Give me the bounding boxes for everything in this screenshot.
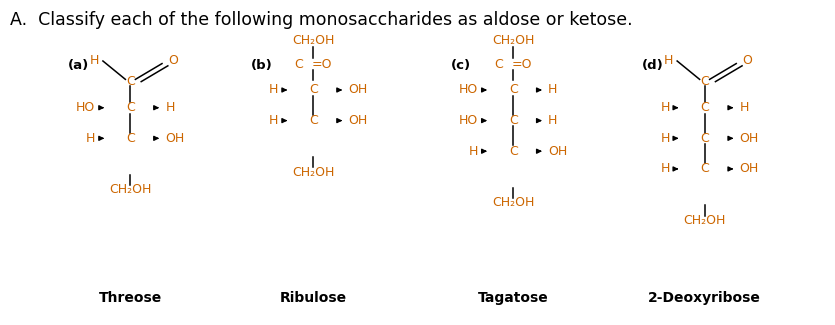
Text: C: C bbox=[509, 114, 518, 127]
Text: H: H bbox=[86, 132, 95, 145]
Text: H: H bbox=[664, 55, 673, 68]
Text: H: H bbox=[548, 114, 558, 127]
Text: O: O bbox=[742, 55, 752, 68]
Text: CH₂OH: CH₂OH bbox=[492, 33, 534, 46]
Text: H: H bbox=[660, 132, 670, 145]
Text: HO: HO bbox=[76, 101, 95, 114]
Text: C: C bbox=[701, 132, 709, 145]
Text: OH: OH bbox=[165, 132, 185, 145]
Text: Ribulose: Ribulose bbox=[280, 291, 347, 305]
Text: =O: =O bbox=[512, 58, 532, 71]
Text: H: H bbox=[165, 101, 175, 114]
Text: C: C bbox=[509, 145, 518, 158]
Text: H: H bbox=[660, 101, 670, 114]
Text: =O: =O bbox=[311, 58, 332, 71]
Text: OH: OH bbox=[740, 162, 759, 176]
Text: C: C bbox=[126, 75, 134, 88]
Text: C: C bbox=[126, 132, 134, 145]
Text: CH₂OH: CH₂OH bbox=[292, 33, 335, 46]
Text: H: H bbox=[89, 55, 99, 68]
Text: HO: HO bbox=[459, 84, 478, 97]
Text: C: C bbox=[494, 58, 504, 71]
Text: CH₂OH: CH₂OH bbox=[292, 166, 335, 179]
Text: OH: OH bbox=[348, 84, 367, 97]
Text: CH₂OH: CH₂OH bbox=[109, 183, 152, 196]
Text: C: C bbox=[509, 84, 518, 97]
Text: C: C bbox=[295, 58, 303, 71]
Text: C: C bbox=[701, 162, 709, 176]
Text: HO: HO bbox=[459, 114, 478, 127]
Text: C: C bbox=[309, 114, 318, 127]
Text: Tagatose: Tagatose bbox=[478, 291, 549, 305]
Text: OH: OH bbox=[548, 145, 568, 158]
Text: H: H bbox=[469, 145, 478, 158]
Text: H: H bbox=[740, 101, 749, 114]
Text: (a): (a) bbox=[68, 59, 89, 72]
Text: (c): (c) bbox=[451, 59, 471, 72]
Text: O: O bbox=[168, 55, 178, 68]
Text: CH₂OH: CH₂OH bbox=[683, 214, 726, 227]
Text: CH₂OH: CH₂OH bbox=[492, 196, 534, 209]
Text: (d): (d) bbox=[642, 59, 664, 72]
Text: A.  Classify each of the following monosaccharides as aldose or ketose.: A. Classify each of the following monosa… bbox=[10, 11, 632, 29]
Text: OH: OH bbox=[348, 114, 367, 127]
Text: (b): (b) bbox=[251, 59, 273, 72]
Text: OH: OH bbox=[740, 132, 759, 145]
Text: C: C bbox=[701, 101, 709, 114]
Text: H: H bbox=[269, 84, 279, 97]
Text: C: C bbox=[701, 75, 709, 88]
Text: H: H bbox=[548, 84, 558, 97]
Text: C: C bbox=[126, 101, 134, 114]
Text: Threose: Threose bbox=[99, 291, 162, 305]
Text: H: H bbox=[660, 162, 670, 176]
Text: H: H bbox=[269, 114, 279, 127]
Text: 2-Deoxyribose: 2-Deoxyribose bbox=[648, 291, 761, 305]
Text: C: C bbox=[309, 84, 318, 97]
